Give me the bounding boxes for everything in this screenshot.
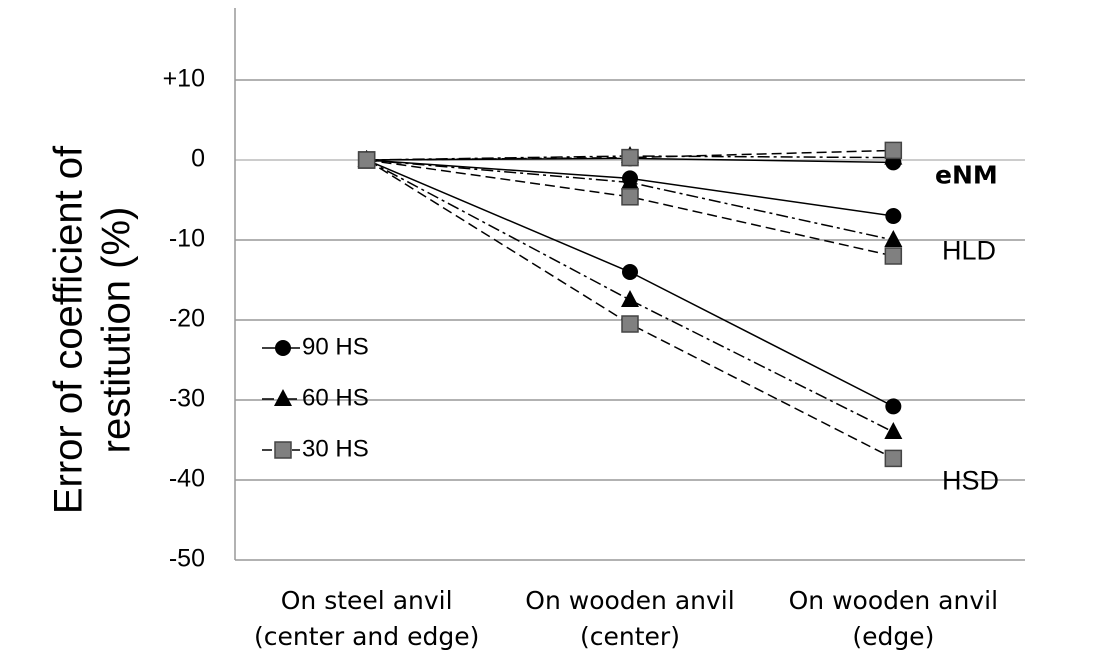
marker: [621, 290, 639, 307]
legend-label: 30 HS: [302, 435, 369, 462]
marker: [275, 340, 291, 356]
x-tick-label: On wooden anvil: [525, 586, 734, 615]
x-tick-label: On wooden anvil: [789, 586, 998, 615]
marker: [884, 230, 903, 247]
marker: [357, 151, 376, 169]
marker: [884, 141, 903, 160]
group-label: eNM: [935, 160, 998, 189]
group-label: HLD: [942, 235, 996, 265]
y-tick-label: -40: [169, 465, 205, 493]
legend-label: 60 HS: [302, 384, 369, 411]
x-tick-label: On steel anvil: [281, 586, 453, 615]
marker: [274, 389, 292, 406]
legend-label: 90 HS: [302, 333, 369, 360]
y-tick-label: -20: [169, 305, 205, 333]
y-axis-label-line: restitution (%): [95, 207, 139, 454]
marker: [885, 398, 902, 415]
marker: [621, 172, 639, 190]
marker: [274, 441, 292, 459]
y-tick-label: 0: [191, 145, 205, 173]
y-tick-label: -30: [169, 385, 205, 413]
marker: [885, 208, 902, 224]
y-tick-label: -10: [169, 225, 205, 253]
y-axis-label-line: Error of coefficient of: [47, 145, 91, 514]
series-line: [366, 159, 894, 433]
marker: [884, 422, 903, 439]
marker: [622, 264, 638, 280]
x-tick-label: (edge): [852, 622, 934, 651]
marker: [621, 148, 639, 167]
y-axis-label: Error of coefficient of restitution (%): [47, 145, 139, 514]
group-label: HSD: [942, 465, 999, 495]
marker: [621, 188, 639, 206]
x-tick-label: (center and edge): [254, 622, 479, 651]
y-tick-label: -50: [169, 545, 205, 573]
marker: [884, 449, 903, 468]
y-tick-label: +10: [163, 65, 205, 93]
marker: [621, 315, 639, 333]
marker: [884, 247, 903, 265]
x-tick-label: (center): [580, 622, 680, 651]
